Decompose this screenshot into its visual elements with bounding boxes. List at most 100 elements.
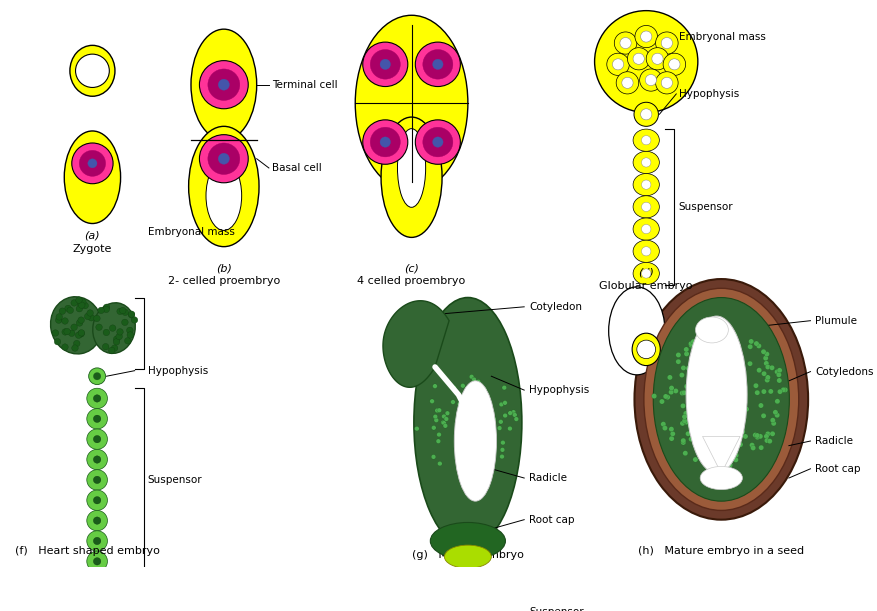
Circle shape bbox=[103, 343, 109, 350]
Circle shape bbox=[75, 297, 82, 303]
Circle shape bbox=[75, 332, 82, 338]
Ellipse shape bbox=[355, 15, 467, 191]
Circle shape bbox=[673, 389, 678, 393]
Circle shape bbox=[659, 399, 664, 404]
Circle shape bbox=[499, 455, 503, 459]
Circle shape bbox=[93, 436, 101, 443]
Circle shape bbox=[76, 320, 82, 326]
Circle shape bbox=[432, 414, 437, 419]
Circle shape bbox=[469, 395, 474, 400]
Ellipse shape bbox=[51, 297, 103, 354]
Circle shape bbox=[704, 448, 709, 454]
Circle shape bbox=[82, 302, 89, 309]
Text: (h)   Mature embryo in a seed: (h) Mature embryo in a seed bbox=[638, 546, 803, 555]
Ellipse shape bbox=[87, 429, 107, 449]
Circle shape bbox=[116, 333, 122, 340]
Ellipse shape bbox=[413, 298, 521, 547]
Circle shape bbox=[362, 120, 407, 164]
Circle shape bbox=[457, 444, 461, 448]
Circle shape bbox=[753, 341, 759, 346]
Circle shape bbox=[636, 340, 655, 359]
Circle shape bbox=[724, 390, 729, 395]
Circle shape bbox=[93, 497, 101, 504]
Ellipse shape bbox=[685, 316, 746, 474]
Circle shape bbox=[739, 398, 745, 404]
Circle shape bbox=[429, 399, 434, 403]
Circle shape bbox=[471, 377, 476, 382]
Circle shape bbox=[621, 77, 632, 89]
Ellipse shape bbox=[87, 490, 107, 510]
Circle shape bbox=[87, 310, 93, 316]
Circle shape bbox=[769, 431, 774, 436]
Circle shape bbox=[432, 384, 437, 389]
Ellipse shape bbox=[87, 388, 107, 409]
Circle shape bbox=[441, 414, 446, 419]
Circle shape bbox=[65, 305, 71, 312]
Circle shape bbox=[481, 388, 487, 392]
Circle shape bbox=[491, 417, 496, 421]
Circle shape bbox=[664, 395, 669, 400]
Circle shape bbox=[739, 392, 745, 397]
Circle shape bbox=[500, 447, 504, 452]
Ellipse shape bbox=[634, 279, 807, 520]
Circle shape bbox=[93, 476, 101, 483]
Circle shape bbox=[77, 331, 84, 337]
Circle shape bbox=[774, 399, 779, 404]
Circle shape bbox=[770, 421, 775, 426]
Circle shape bbox=[763, 351, 768, 357]
Circle shape bbox=[775, 372, 781, 378]
Text: Basal cell: Basal cell bbox=[271, 163, 321, 173]
Circle shape bbox=[691, 420, 696, 425]
Circle shape bbox=[94, 315, 100, 321]
Circle shape bbox=[681, 419, 687, 423]
Circle shape bbox=[77, 301, 84, 307]
Text: (a): (a) bbox=[84, 231, 100, 241]
Circle shape bbox=[93, 558, 101, 565]
Circle shape bbox=[110, 325, 116, 331]
Text: 2- celled proembryo: 2- celled proembryo bbox=[168, 276, 280, 287]
Circle shape bbox=[713, 344, 718, 349]
Circle shape bbox=[103, 329, 110, 335]
Circle shape bbox=[54, 338, 61, 345]
Circle shape bbox=[685, 431, 690, 436]
Ellipse shape bbox=[632, 262, 659, 285]
Circle shape bbox=[683, 351, 688, 356]
Ellipse shape bbox=[397, 129, 425, 207]
Circle shape bbox=[632, 53, 644, 64]
Circle shape bbox=[774, 412, 779, 418]
Circle shape bbox=[441, 420, 446, 425]
Circle shape bbox=[680, 440, 685, 445]
Circle shape bbox=[683, 384, 688, 389]
Circle shape bbox=[682, 451, 688, 456]
Circle shape bbox=[768, 365, 774, 370]
Circle shape bbox=[645, 75, 656, 86]
Circle shape bbox=[746, 361, 752, 366]
Circle shape bbox=[513, 417, 518, 422]
Circle shape bbox=[641, 247, 650, 256]
Circle shape bbox=[662, 394, 667, 399]
Circle shape bbox=[218, 153, 229, 164]
Ellipse shape bbox=[652, 298, 788, 501]
Circle shape bbox=[738, 406, 744, 411]
Polygon shape bbox=[382, 301, 449, 387]
Circle shape bbox=[481, 444, 486, 448]
Circle shape bbox=[749, 442, 754, 448]
Circle shape bbox=[679, 373, 684, 378]
Circle shape bbox=[451, 386, 456, 390]
Text: (d): (d) bbox=[638, 268, 653, 278]
Circle shape bbox=[89, 368, 105, 384]
Circle shape bbox=[108, 347, 115, 354]
Circle shape bbox=[764, 378, 769, 382]
Circle shape bbox=[80, 299, 86, 306]
Circle shape bbox=[739, 430, 745, 434]
Text: Globular embryo: Globular embryo bbox=[599, 281, 692, 291]
Circle shape bbox=[380, 137, 390, 147]
Text: Hypophysis: Hypophysis bbox=[678, 89, 738, 99]
Circle shape bbox=[715, 368, 720, 373]
Circle shape bbox=[641, 202, 650, 211]
Circle shape bbox=[79, 150, 105, 177]
Circle shape bbox=[423, 49, 453, 79]
Circle shape bbox=[103, 306, 110, 313]
Circle shape bbox=[701, 450, 706, 455]
Circle shape bbox=[640, 109, 651, 120]
